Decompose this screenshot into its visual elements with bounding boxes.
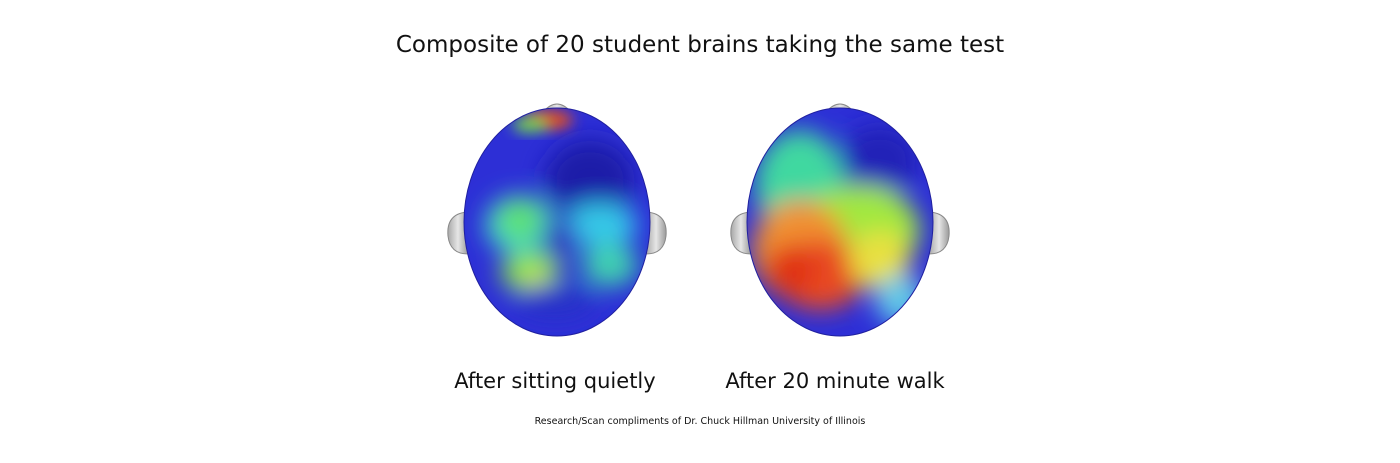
brain-scan-right	[730, 103, 950, 337]
brain-scan-left	[447, 103, 667, 337]
title: Composite of 20 student brains taking th…	[396, 32, 1004, 58]
caption-right: After 20 minute walk	[725, 369, 945, 393]
credit: Research/Scan compliments of Dr. Chuck H…	[535, 416, 866, 427]
caption-left: After sitting quietly	[454, 369, 655, 393]
